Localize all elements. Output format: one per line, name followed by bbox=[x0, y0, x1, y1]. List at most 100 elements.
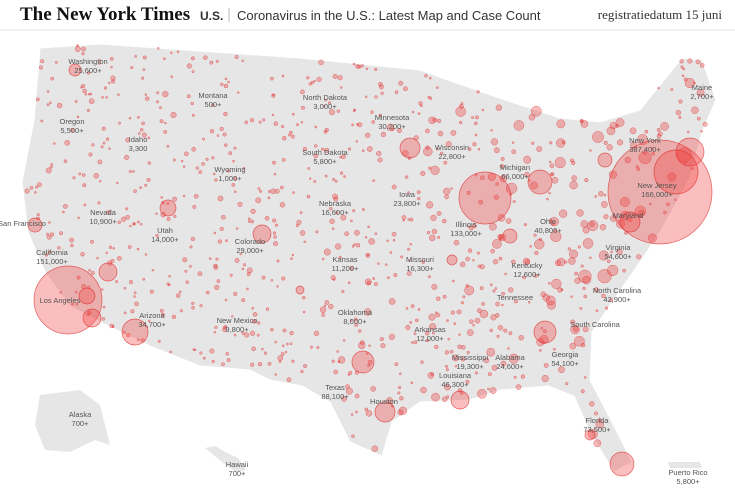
case-bubble bbox=[579, 119, 584, 124]
case-bubble bbox=[446, 254, 458, 266]
case-bubble bbox=[111, 325, 115, 328]
case-bubble bbox=[386, 123, 395, 132]
case-bubble bbox=[82, 88, 87, 94]
case-bubble bbox=[296, 219, 302, 225]
state-count: 3,000+ bbox=[313, 102, 337, 111]
case-bubble bbox=[377, 157, 383, 163]
case-bubble bbox=[109, 56, 114, 61]
case-bubble bbox=[191, 305, 195, 310]
case-bubble bbox=[130, 65, 134, 70]
state-count: 700+ bbox=[72, 419, 90, 428]
case-bubble bbox=[247, 217, 251, 221]
case-bubble bbox=[417, 196, 421, 201]
case-bubble bbox=[309, 345, 313, 349]
case-bubble bbox=[592, 131, 604, 143]
case-bubble bbox=[289, 342, 293, 346]
case-bubble bbox=[402, 150, 409, 157]
state-name: Kansas bbox=[332, 255, 357, 264]
case-bubble bbox=[169, 350, 172, 354]
case-bubble bbox=[89, 92, 93, 96]
case-bubble bbox=[212, 172, 216, 176]
case-bubble bbox=[554, 157, 566, 169]
case-bubble bbox=[327, 101, 332, 105]
state-name: Oregon bbox=[59, 117, 84, 126]
case-bubble bbox=[50, 76, 55, 81]
state-name: Nevada bbox=[90, 208, 117, 217]
case-bubble bbox=[411, 110, 415, 114]
case-bubble bbox=[84, 93, 88, 96]
case-bubble bbox=[258, 189, 263, 193]
header-bar bbox=[0, 0, 735, 30]
case-bubble bbox=[455, 106, 466, 117]
case-bubble bbox=[281, 74, 285, 78]
case-bubble bbox=[582, 238, 594, 249]
case-bubble bbox=[234, 55, 239, 60]
case-bubble bbox=[299, 230, 306, 236]
case-bubble bbox=[370, 110, 374, 114]
case-bubble bbox=[303, 240, 306, 244]
case-bubble bbox=[579, 306, 583, 310]
case-bubble bbox=[159, 119, 164, 124]
case-bubble bbox=[400, 255, 404, 259]
case-bubble bbox=[533, 320, 557, 344]
case-bubble bbox=[365, 132, 371, 138]
case-bubble bbox=[246, 272, 251, 277]
case-bubble bbox=[695, 59, 701, 65]
case-bubble bbox=[597, 418, 602, 422]
case-bubble bbox=[75, 290, 78, 294]
case-bubble bbox=[270, 188, 276, 195]
case-bubble bbox=[549, 141, 553, 145]
case-bubble bbox=[110, 258, 115, 263]
case-bubble bbox=[117, 93, 120, 97]
state-name: Washington bbox=[68, 57, 107, 66]
case-bubble bbox=[232, 159, 235, 163]
case-bubble bbox=[276, 259, 280, 263]
case-bubble bbox=[609, 121, 618, 130]
state-count: 1,000+ bbox=[218, 174, 242, 183]
case-bubble bbox=[182, 194, 186, 198]
case-bubble bbox=[101, 317, 106, 321]
case-bubble bbox=[620, 210, 630, 221]
case-bubble bbox=[184, 151, 189, 157]
case-bubble bbox=[302, 146, 308, 152]
case-bubble bbox=[624, 156, 632, 164]
logo[interactable]: The New York Times bbox=[20, 4, 190, 25]
case-bubble bbox=[270, 327, 274, 332]
case-bubble bbox=[37, 182, 42, 187]
case-bubble bbox=[464, 285, 475, 296]
case-bubble bbox=[508, 331, 513, 336]
case-bubble bbox=[233, 146, 237, 150]
case-bubble bbox=[414, 318, 419, 323]
case-bubble bbox=[609, 298, 614, 303]
case-bubble bbox=[81, 173, 86, 177]
case-bubble bbox=[608, 170, 617, 179]
case-bubble bbox=[582, 226, 590, 234]
case-bubble bbox=[315, 230, 319, 234]
section[interactable]: U.S. bbox=[200, 9, 223, 23]
case-bubble bbox=[367, 359, 373, 365]
case-bubble bbox=[299, 211, 303, 214]
headline[interactable]: Coronavirus in the U.S.: Latest Map and … bbox=[237, 8, 541, 23]
case-bubble bbox=[495, 104, 503, 111]
case-bubble bbox=[604, 306, 609, 310]
case-bubble bbox=[213, 263, 218, 268]
case-bubble bbox=[338, 255, 342, 259]
case-bubble bbox=[175, 293, 181, 298]
state-count: 11,200+ bbox=[332, 264, 359, 273]
case-bubble bbox=[81, 52, 85, 56]
case-bubble bbox=[234, 258, 240, 263]
case-bubble bbox=[352, 62, 356, 66]
case-bubble bbox=[237, 201, 243, 207]
case-bubble bbox=[548, 281, 551, 285]
state-name: Maine bbox=[692, 83, 712, 92]
state-count: 3,300 bbox=[129, 144, 148, 153]
case-bubble bbox=[409, 217, 414, 222]
case-bubble bbox=[132, 170, 135, 173]
case-bubble bbox=[321, 257, 325, 261]
case-bubble bbox=[310, 80, 315, 85]
case-bubble bbox=[493, 194, 499, 200]
case-bubble bbox=[93, 172, 99, 179]
case-bubble bbox=[132, 222, 136, 226]
case-bubble bbox=[185, 280, 189, 284]
case-bubble bbox=[40, 59, 45, 64]
